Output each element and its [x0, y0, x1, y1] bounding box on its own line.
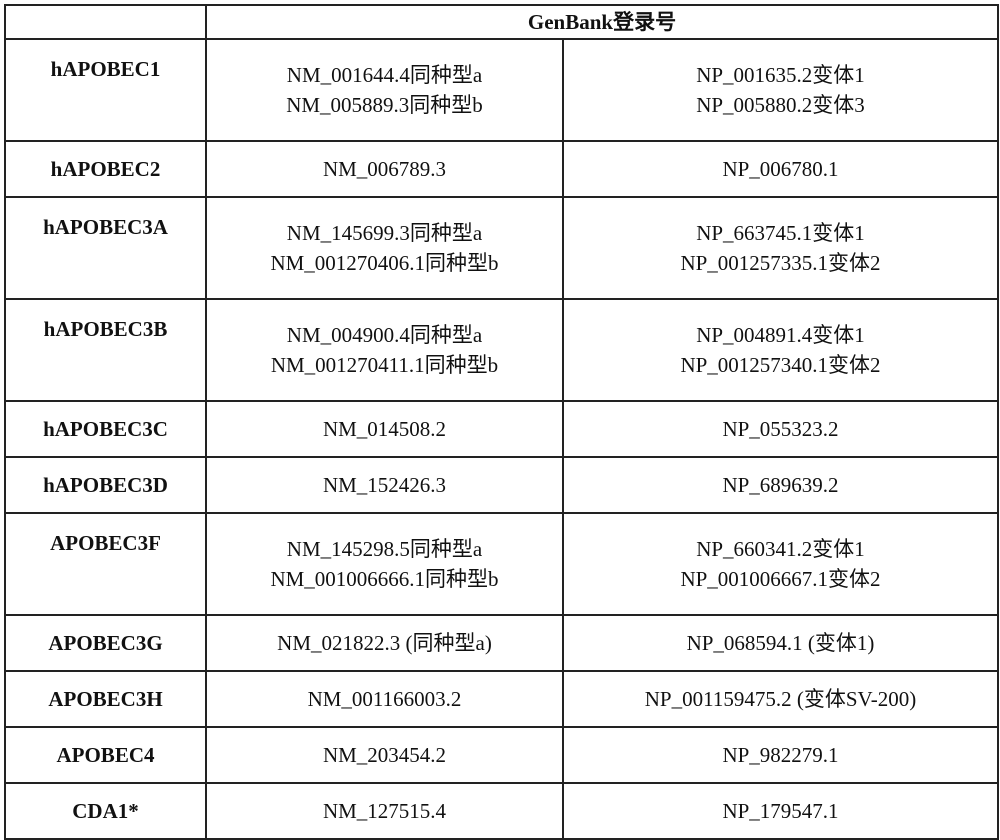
nm-accession-cell: NM_021822.3 (同种型a)	[206, 615, 563, 671]
np-accession-cell: NP_004891.4变体1NP_001257340.1变体2	[563, 299, 998, 401]
nm-accession: NM_001166003.2	[207, 684, 562, 714]
np-accession-cell: NP_055323.2	[563, 401, 998, 457]
header-corner	[5, 5, 206, 39]
np-accession-cell: NP_001635.2变体1NP_005880.2变体3	[563, 39, 998, 141]
gene-name-cell: hAPOBEC1	[5, 39, 206, 141]
header-genbank: GenBank登录号	[206, 5, 998, 39]
table-row: hAPOBEC3CNM_014508.2NP_055323.2	[5, 401, 998, 457]
nm-accession-cell: NM_203454.2	[206, 727, 563, 783]
nm-accession: NM_001006666.1同种型b	[207, 564, 562, 594]
np-accession: NP_179547.1	[564, 796, 997, 826]
np-accession: NP_068594.1 (变体1)	[564, 628, 997, 658]
np-accession: NP_055323.2	[564, 414, 997, 444]
nm-accession: NM_006789.3	[207, 154, 562, 184]
np-accession: NP_001006667.1变体2	[564, 564, 997, 594]
table-row: CDA1*NM_127515.4NP_179547.1	[5, 783, 998, 839]
np-accession: NP_005880.2变体3	[564, 90, 997, 120]
table-row: hAPOBEC1NM_001644.4同种型aNM_005889.3同种型bNP…	[5, 39, 998, 141]
nm-accession-cell: NM_014508.2	[206, 401, 563, 457]
table-body: hAPOBEC1NM_001644.4同种型aNM_005889.3同种型bNP…	[5, 39, 998, 839]
nm-accession-cell: NM_145298.5同种型aNM_001006666.1同种型b	[206, 513, 563, 615]
np-accession: NP_001159475.2 (变体SV-200)	[564, 684, 997, 714]
header-row: GenBank登录号	[5, 5, 998, 39]
np-accession: NP_689639.2	[564, 470, 997, 500]
nm-accession-cell: NM_127515.4	[206, 783, 563, 839]
np-accession: NP_663745.1变体1	[564, 218, 997, 248]
gene-name-cell: CDA1*	[5, 783, 206, 839]
np-accession: NP_004891.4变体1	[564, 320, 997, 350]
nm-accession-cell: NM_001644.4同种型aNM_005889.3同种型b	[206, 39, 563, 141]
np-accession-cell: NP_179547.1	[563, 783, 998, 839]
nm-accession: NM_001270411.1同种型b	[207, 350, 562, 380]
gene-name-cell: APOBEC3F	[5, 513, 206, 615]
nm-accession: NM_004900.4同种型a	[207, 320, 562, 350]
table-row: APOBEC3FNM_145298.5同种型aNM_001006666.1同种型…	[5, 513, 998, 615]
nm-accession: NM_127515.4	[207, 796, 562, 826]
table-row: hAPOBEC2NM_006789.3NP_006780.1	[5, 141, 998, 197]
np-accession-cell: NP_663745.1变体1NP_001257335.1变体2	[563, 197, 998, 299]
gene-name-cell: APOBEC4	[5, 727, 206, 783]
table-row: hAPOBEC3DNM_152426.3NP_689639.2	[5, 457, 998, 513]
nm-accession-cell: NM_006789.3	[206, 141, 563, 197]
np-accession-cell: NP_001159475.2 (变体SV-200)	[563, 671, 998, 727]
np-accession: NP_982279.1	[564, 740, 997, 770]
nm-accession: NM_145298.5同种型a	[207, 534, 562, 564]
nm-accession: NM_203454.2	[207, 740, 562, 770]
np-accession-cell: NP_068594.1 (变体1)	[563, 615, 998, 671]
nm-accession-cell: NM_004900.4同种型aNM_001270411.1同种型b	[206, 299, 563, 401]
nm-accession: NM_005889.3同种型b	[207, 90, 562, 120]
gene-name-cell: hAPOBEC3D	[5, 457, 206, 513]
nm-accession: NM_001270406.1同种型b	[207, 248, 562, 278]
nm-accession-cell: NM_152426.3	[206, 457, 563, 513]
gene-name-cell: hAPOBEC3C	[5, 401, 206, 457]
gene-name-cell: APOBEC3G	[5, 615, 206, 671]
table-row: APOBEC4NM_203454.2NP_982279.1	[5, 727, 998, 783]
nm-accession: NM_001644.4同种型a	[207, 60, 562, 90]
np-accession: NP_001635.2变体1	[564, 60, 997, 90]
nm-accession: NM_145699.3同种型a	[207, 218, 562, 248]
table-row: hAPOBEC3ANM_145699.3同种型aNM_001270406.1同种…	[5, 197, 998, 299]
table-row: hAPOBEC3BNM_004900.4同种型aNM_001270411.1同种…	[5, 299, 998, 401]
table-row: APOBEC3HNM_001166003.2NP_001159475.2 (变体…	[5, 671, 998, 727]
gene-name-cell: APOBEC3H	[5, 671, 206, 727]
gene-name-cell: hAPOBEC3B	[5, 299, 206, 401]
np-accession-cell: NP_660341.2变体1NP_001006667.1变体2	[563, 513, 998, 615]
np-accession: NP_001257340.1变体2	[564, 350, 997, 380]
nm-accession-cell: NM_001166003.2	[206, 671, 563, 727]
np-accession: NP_660341.2变体1	[564, 534, 997, 564]
np-accession-cell: NP_982279.1	[563, 727, 998, 783]
nm-accession: NM_152426.3	[207, 470, 562, 500]
np-accession: NP_001257335.1变体2	[564, 248, 997, 278]
nm-accession: NM_021822.3 (同种型a)	[207, 628, 562, 658]
gene-name-cell: hAPOBEC3A	[5, 197, 206, 299]
nm-accession-cell: NM_145699.3同种型aNM_001270406.1同种型b	[206, 197, 563, 299]
np-accession-cell: NP_006780.1	[563, 141, 998, 197]
gene-name-cell: hAPOBEC2	[5, 141, 206, 197]
genbank-accession-table: GenBank登录号 hAPOBEC1NM_001644.4同种型aNM_005…	[4, 4, 999, 840]
np-accession-cell: NP_689639.2	[563, 457, 998, 513]
np-accession: NP_006780.1	[564, 154, 997, 184]
table-row: APOBEC3GNM_021822.3 (同种型a)NP_068594.1 (变…	[5, 615, 998, 671]
nm-accession: NM_014508.2	[207, 414, 562, 444]
